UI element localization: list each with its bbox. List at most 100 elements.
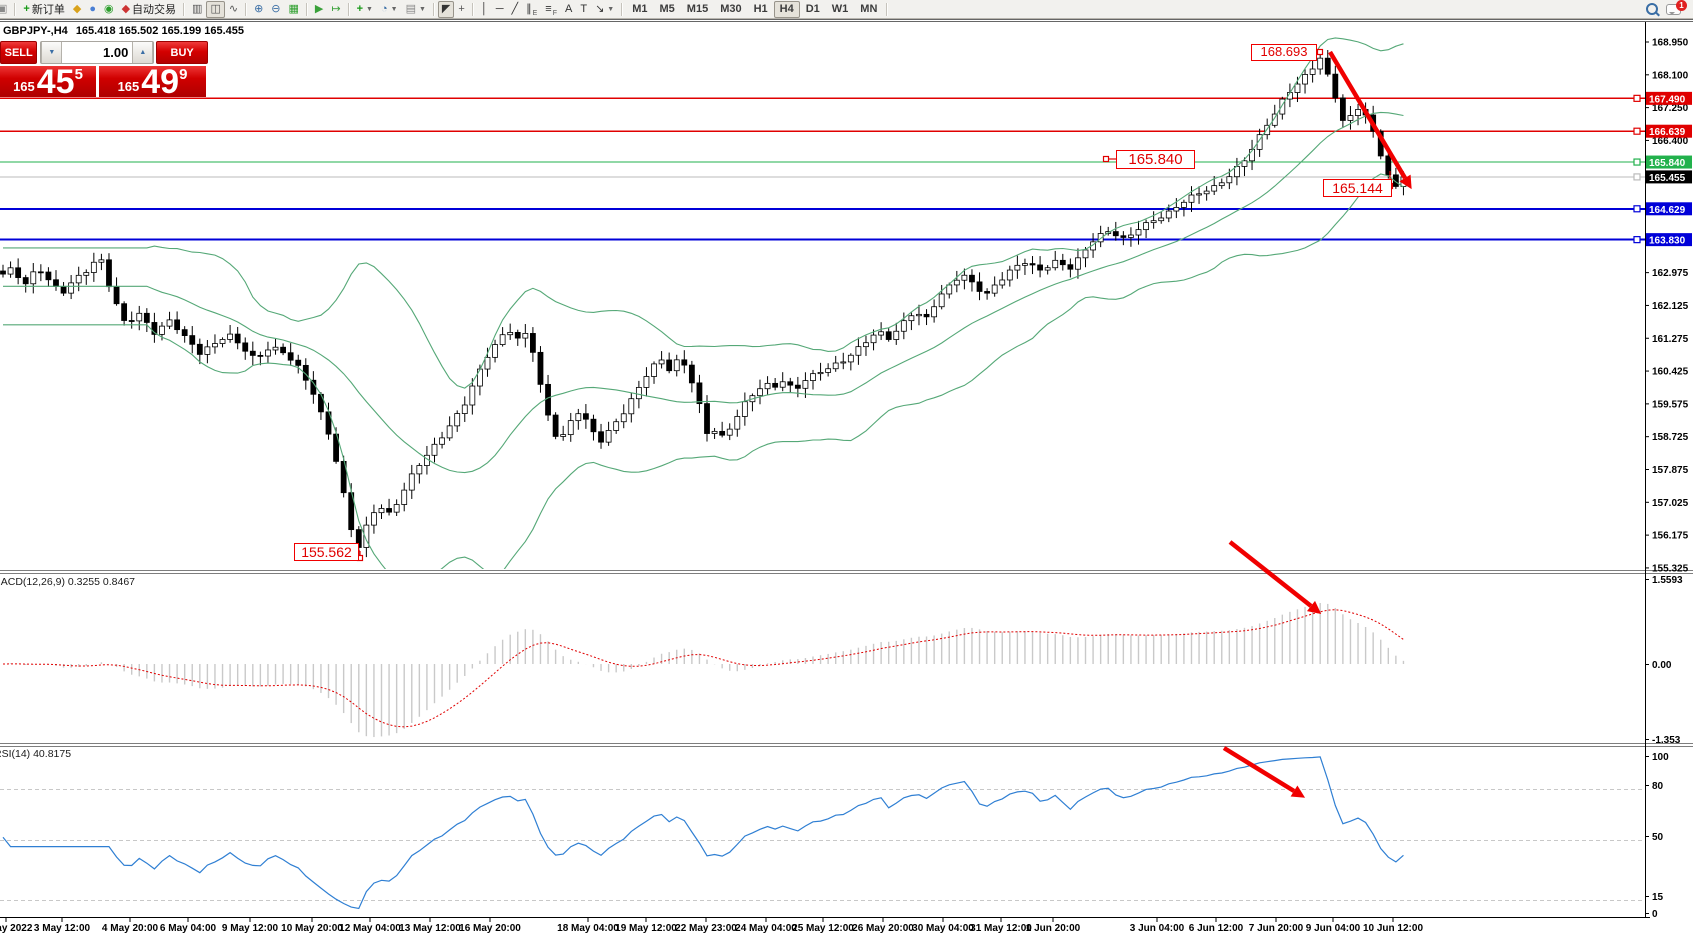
zoom-out-button[interactable]: ⊖ — [267, 1, 284, 18]
horizontal-line-button[interactable]: ─ — [492, 1, 508, 18]
window-icon[interactable]: ▣ — [0, 1, 11, 18]
svg-text:168.100: 168.100 — [1652, 70, 1689, 81]
candlestick-chart-button[interactable]: ◫ — [206, 0, 225, 18]
rsi-indicator-label: RSI(14) 40.8175 — [0, 748, 72, 760]
bollinger-up-line — [3, 37, 1404, 389]
arrows-button[interactable]: ↘ ▼ — [591, 1, 618, 18]
price-annotation-165.144[interactable]: 165.144 — [1323, 179, 1392, 198]
price-axis[interactable]: 168.950 168.100 167.250 166.400 162.975 162.1… — [1633, 38, 1692, 921]
volume-input[interactable] — [62, 42, 133, 63]
red-arrow-2[interactable] — [1228, 540, 1313, 608]
one-click-trading-panel: SELL ▼ ▲ BUY 165 45 5 165 49 9 — [0, 41, 208, 99]
new-order-button[interactable]: + 新订单 — [19, 1, 68, 18]
timeframe-button-h1[interactable]: H1 — [753, 3, 768, 15]
svg-text:50: 50 — [1652, 832, 1664, 843]
chat-button[interactable]: 1 — [1662, 0, 1693, 18]
strategy-tester-icon[interactable]: ● — [85, 1, 100, 18]
chart-symbol-period: GBPJPY-,H4 — [3, 25, 68, 37]
buy-price-display[interactable]: 165 49 9 — [99, 65, 206, 99]
toolbar-separator — [245, 2, 248, 16]
chart-ohlc: 165.418 165.502 165.199 165.455 — [75, 25, 245, 37]
svg-text:166.400: 166.400 — [1652, 136, 1689, 147]
buy-price-base: 165 — [117, 79, 140, 94]
fibonacci-button[interactable]: ≡ F — [541, 1, 561, 18]
autotrading-button[interactable]: ◆ 自动交易 — [118, 1, 180, 18]
metaeditor-icon[interactable]: ◆ — [69, 1, 85, 18]
svg-text:-1.353: -1.353 — [1652, 735, 1681, 746]
tile-windows-button[interactable]: ▦ — [285, 1, 303, 18]
bar-chart-button[interactable]: ▥ — [188, 1, 206, 18]
timeframe-button-d1[interactable]: D1 — [805, 3, 820, 15]
svg-text:160.425: 160.425 — [1652, 367, 1689, 378]
chart-title: GBPJPY-,H4 165.418 165.502 165.199 165.45… — [3, 25, 244, 37]
timeframe-button-h4[interactable]: H4 — [773, 0, 800, 18]
timeframe-button-m1[interactable]: M1 — [632, 3, 648, 15]
auto-scroll-button[interactable]: ▶ — [311, 1, 327, 18]
volume-increase-button[interactable]: ▲ — [132, 42, 154, 63]
svg-text:0.00: 0.00 — [1652, 660, 1672, 671]
candles-layer — [0, 49, 1407, 559]
timeframe-button-m15[interactable]: M15 — [686, 3, 709, 15]
indicators-button[interactable]: + ▼ — [353, 1, 377, 18]
arrowhead-icon — [1290, 785, 1306, 798]
svg-text:6 Jun 12:00: 6 Jun 12:00 — [1189, 923, 1244, 934]
toolbar-separator — [305, 2, 308, 16]
cursor-icon: ◤ — [441, 2, 451, 15]
svg-text:13 May 12:00: 13 May 12:00 — [399, 923, 461, 934]
sell-button[interactable]: SELL — [0, 41, 38, 64]
svg-text:10 Jun 12:00: 10 Jun 12:00 — [1363, 923, 1423, 934]
price-annotation-165.840[interactable]: 165.840 — [1116, 150, 1195, 170]
autotrading-button-label: 自动交易 — [132, 4, 177, 16]
chat-icon: 1 — [1666, 0, 1687, 15]
crosshair-button[interactable]: + — [454, 1, 468, 18]
timeframe-button-m30[interactable]: M30 — [720, 3, 742, 15]
chevron-up-icon: ▲ — [139, 49, 147, 56]
text-button[interactable]: A — [561, 1, 576, 18]
red-arrow-1[interactable] — [1328, 50, 1407, 180]
new-order-icon: + — [23, 2, 30, 15]
zoom-in-button[interactable]: ⊕ — [250, 1, 267, 18]
horizontal-price-lines[interactable] — [0, 97, 1645, 241]
timeframe-button-m5[interactable]: M5 — [659, 3, 675, 15]
svg-text:9 Jun 04:00: 9 Jun 04:00 — [1306, 923, 1361, 934]
svg-text:9 May 12:00: 9 May 12:00 — [222, 923, 279, 934]
svg-text:167.490: 167.490 — [1649, 94, 1686, 105]
svg-text:19 May 12:00: 19 May 12:00 — [615, 923, 677, 934]
icon-subscript: F — [552, 9, 557, 17]
svg-text:30 May 04:00: 30 May 04:00 — [912, 923, 974, 934]
signals-icon[interactable]: ◉ — [100, 1, 118, 18]
price-annotation-168.693[interactable]: 168.693 — [1251, 44, 1317, 61]
sell-price-point: 5 — [74, 66, 83, 83]
cursor-button[interactable]: ◤ — [437, 0, 455, 18]
zoom-in-icon: ⊕ — [254, 2, 264, 15]
main-toolbar: ▣ + 新订单 ◆ ● ◉ ◆ 自动交易 ▥ ◫ ∿ ⊕ ⊖ ▦ ▶ ↦ + ▼ ◔ ▼ ▤ ▼ ◤ + │ ─ ╱ ∥ E ≡ F A T ↘ ▼… — [0, 0, 1693, 19]
chart-shift-button[interactable]: ↦ — [327, 1, 344, 18]
timeframe-button-mn[interactable]: MN — [860, 3, 878, 15]
line-chart-button[interactable]: ∿ — [225, 1, 242, 18]
svg-text:161.275: 161.275 — [1652, 334, 1689, 345]
templates-button[interactable]: ▤ ▼ — [402, 1, 430, 18]
trendline-button[interactable]: ╱ — [508, 1, 523, 18]
svg-text:163.830: 163.830 — [1649, 236, 1686, 247]
buy-button[interactable]: BUY — [156, 41, 208, 64]
trendline-icon: ╱ — [511, 2, 519, 15]
volume-decrease-button[interactable]: ▼ — [41, 42, 63, 63]
toolbar-separator — [432, 2, 435, 16]
equidistant-channel-button[interactable]: ∥ E — [522, 1, 541, 18]
search-button[interactable] — [1642, 1, 1662, 18]
periods-button[interactable]: ◔ ▼ — [377, 1, 402, 18]
timeframe-button-w1[interactable]: W1 — [831, 3, 849, 15]
red-arrow-3[interactable] — [1222, 746, 1296, 793]
sell-price-display[interactable]: 165 45 5 — [0, 65, 96, 99]
equidistant-channel-icon: ∥ — [526, 2, 532, 15]
vertical-line-button[interactable]: │ — [477, 1, 492, 18]
svg-text:168.950: 168.950 — [1652, 38, 1689, 49]
trend-arrows[interactable] — [1222, 50, 1412, 798]
text-label-button[interactable]: T — [576, 1, 591, 18]
price-badge-165.455 — [1646, 170, 1692, 184]
price-annotation-155.562[interactable]: 155.562 — [294, 543, 359, 562]
svg-text:10 May 20:00: 10 May 20:00 — [281, 923, 343, 934]
